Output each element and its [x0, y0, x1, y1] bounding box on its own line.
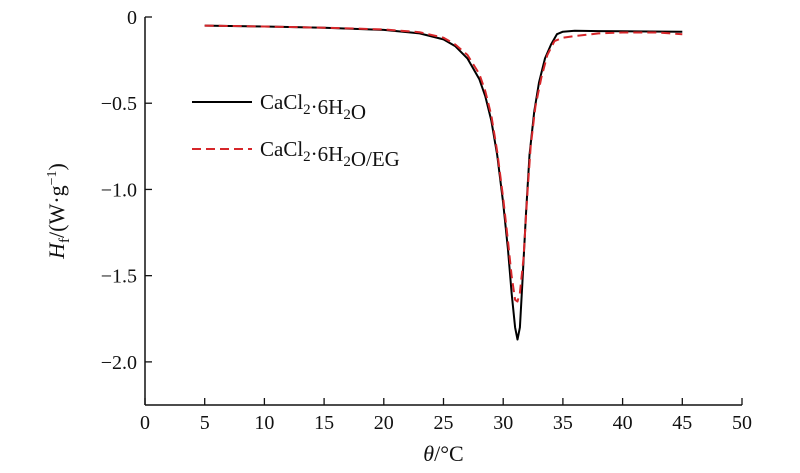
y-tick-label: −2.0	[101, 352, 137, 374]
x-tick-label: 30	[493, 412, 513, 434]
y-tick-label: −1.5	[101, 266, 137, 288]
y-tick-label: −1.0	[101, 179, 137, 201]
series-line-cacl2-6h2o	[204, 24, 683, 341]
x-tick-label: 50	[732, 412, 752, 434]
legend: CaCl2·6H2O CaCl2·6H2O/EG	[192, 90, 400, 171]
x-axis-label: θ/°C	[423, 441, 463, 466]
series-layer	[204, 24, 683, 341]
x-tick-label: 15	[314, 412, 334, 434]
x-tick-label: 40	[613, 412, 633, 434]
legend-label: CaCl2·6H2O/EG	[260, 137, 400, 171]
x-tick-label: 10	[254, 412, 274, 434]
y-axis-label: Hf/(W·g−1)	[44, 163, 73, 260]
y-tick-label: −0.5	[101, 93, 137, 115]
x-tick-label: 35	[553, 412, 573, 434]
axes: 0 5 10 15 20 25 30 35 40 45 50 0 −0.5 −1.0 −1.5 −2.0	[101, 7, 752, 434]
x-tick-label: 45	[672, 412, 692, 434]
x-tick-label: 20	[374, 412, 394, 434]
axis-labels: θ/°C Hf/(W·g−1)	[44, 163, 464, 466]
legend-label: CaCl2·6H2O	[260, 90, 366, 124]
x-tick-label: 5	[200, 412, 210, 434]
y-tick-label: 0	[127, 7, 137, 29]
series-line-cacl2-6h2o-eg	[204, 24, 683, 303]
x-tick-label: 25	[434, 412, 454, 434]
x-tick-label: 0	[140, 412, 150, 434]
